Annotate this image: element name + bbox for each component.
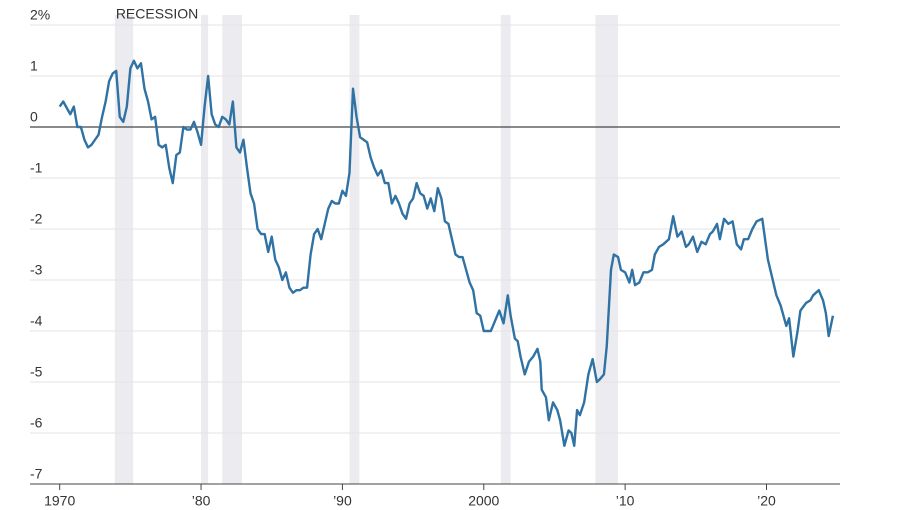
y-tick-label: 1	[30, 58, 38, 74]
y-tick-label: 0	[30, 109, 38, 125]
recession-band	[500, 15, 511, 484]
y-tick-label: -4	[30, 313, 43, 329]
x-tick-label: 1970	[44, 493, 75, 509]
x-tick-label: ’80	[192, 493, 211, 509]
x-tick-label: ’90	[333, 493, 352, 509]
recession-band	[595, 15, 619, 484]
recession-band	[114, 15, 134, 484]
y-tick-label: -3	[30, 262, 43, 278]
recession-band	[222, 15, 243, 484]
recession-band	[349, 15, 360, 484]
y-tick-label: -1	[30, 160, 43, 176]
y-tick-label: -2	[30, 211, 43, 227]
x-tick-label: ’20	[757, 493, 776, 509]
y-tick-label: -5	[30, 364, 43, 380]
recession-band	[201, 15, 209, 484]
recession-label: RECESSION	[116, 6, 198, 22]
y-tick-label: -6	[30, 415, 43, 431]
y-tick-label: -7	[30, 466, 43, 482]
y-tick-label: 2%	[30, 7, 50, 23]
x-tick-label: ’10	[616, 493, 635, 509]
x-tick-label: 2000	[468, 493, 499, 509]
data-line	[58, 59, 835, 447]
